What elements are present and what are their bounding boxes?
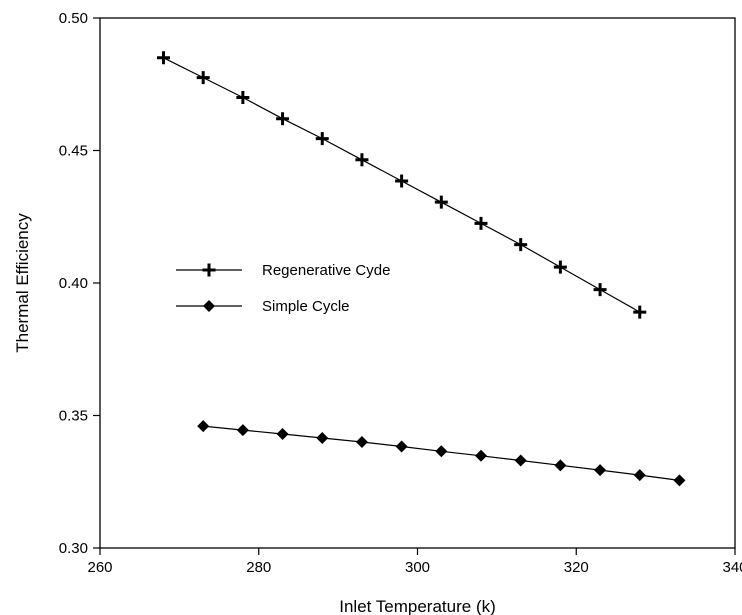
series-1 bbox=[157, 51, 647, 319]
y-axis-label: Thermal Efficiency bbox=[13, 213, 32, 353]
y-tick-label: 0.35 bbox=[59, 408, 88, 425]
plot-frame bbox=[99, 17, 736, 549]
y-tick-label: 0.30 bbox=[59, 540, 88, 557]
data-point bbox=[475, 449, 487, 462]
data-point bbox=[633, 469, 646, 482]
x-tick-label: 320 bbox=[564, 559, 589, 576]
x-tick-label: 260 bbox=[87, 559, 112, 576]
data-point bbox=[435, 445, 448, 458]
legend-entry: Regenerative Cyde bbox=[176, 262, 390, 279]
legend: Regenerative Cyde Simple Cycle bbox=[176, 262, 390, 315]
data-point bbox=[673, 474, 686, 487]
plot-area bbox=[99, 17, 736, 549]
data-point bbox=[594, 464, 607, 477]
legend-label: Simple Cycle bbox=[262, 298, 350, 315]
data-point bbox=[395, 174, 409, 188]
data-point bbox=[236, 424, 249, 437]
data-point bbox=[395, 440, 408, 453]
data-point bbox=[315, 132, 329, 146]
data-point bbox=[514, 238, 528, 252]
data-point bbox=[276, 428, 289, 441]
data-point bbox=[553, 260, 567, 274]
x-axis-label: Inlet Temperature (k) bbox=[339, 597, 496, 615]
data-point bbox=[554, 459, 567, 472]
y-tick-label: 0.40 bbox=[59, 275, 88, 292]
data-point bbox=[236, 91, 250, 104]
data-point bbox=[316, 432, 329, 445]
legend-marker bbox=[202, 263, 216, 277]
data-point bbox=[633, 305, 647, 319]
data-point bbox=[593, 283, 607, 297]
data-point bbox=[196, 71, 210, 85]
data-point bbox=[197, 420, 210, 433]
y-tick-label: 0.50 bbox=[59, 10, 88, 27]
data-point bbox=[474, 216, 488, 230]
legend-label: Regenerative Cyde bbox=[262, 262, 390, 279]
legend-entry: Simple Cycle bbox=[176, 298, 350, 315]
data-point bbox=[355, 153, 369, 167]
data-point bbox=[514, 454, 527, 467]
data-point bbox=[434, 195, 448, 209]
legend-marker bbox=[203, 300, 215, 312]
x-tick-label: 280 bbox=[246, 559, 271, 576]
data-point bbox=[276, 112, 290, 126]
x-tick-label: 300 bbox=[405, 559, 430, 576]
data-point bbox=[157, 51, 170, 65]
series-layer bbox=[157, 51, 686, 487]
series-2 bbox=[197, 420, 686, 487]
axis-ticks: 260 280 300 320 340 0.30 0.35 0.40 0.45 0.50 bbox=[59, 10, 742, 576]
data-point bbox=[355, 436, 368, 448]
y-tick-label: 0.45 bbox=[59, 143, 88, 160]
x-tick-label: 340 bbox=[722, 559, 742, 576]
